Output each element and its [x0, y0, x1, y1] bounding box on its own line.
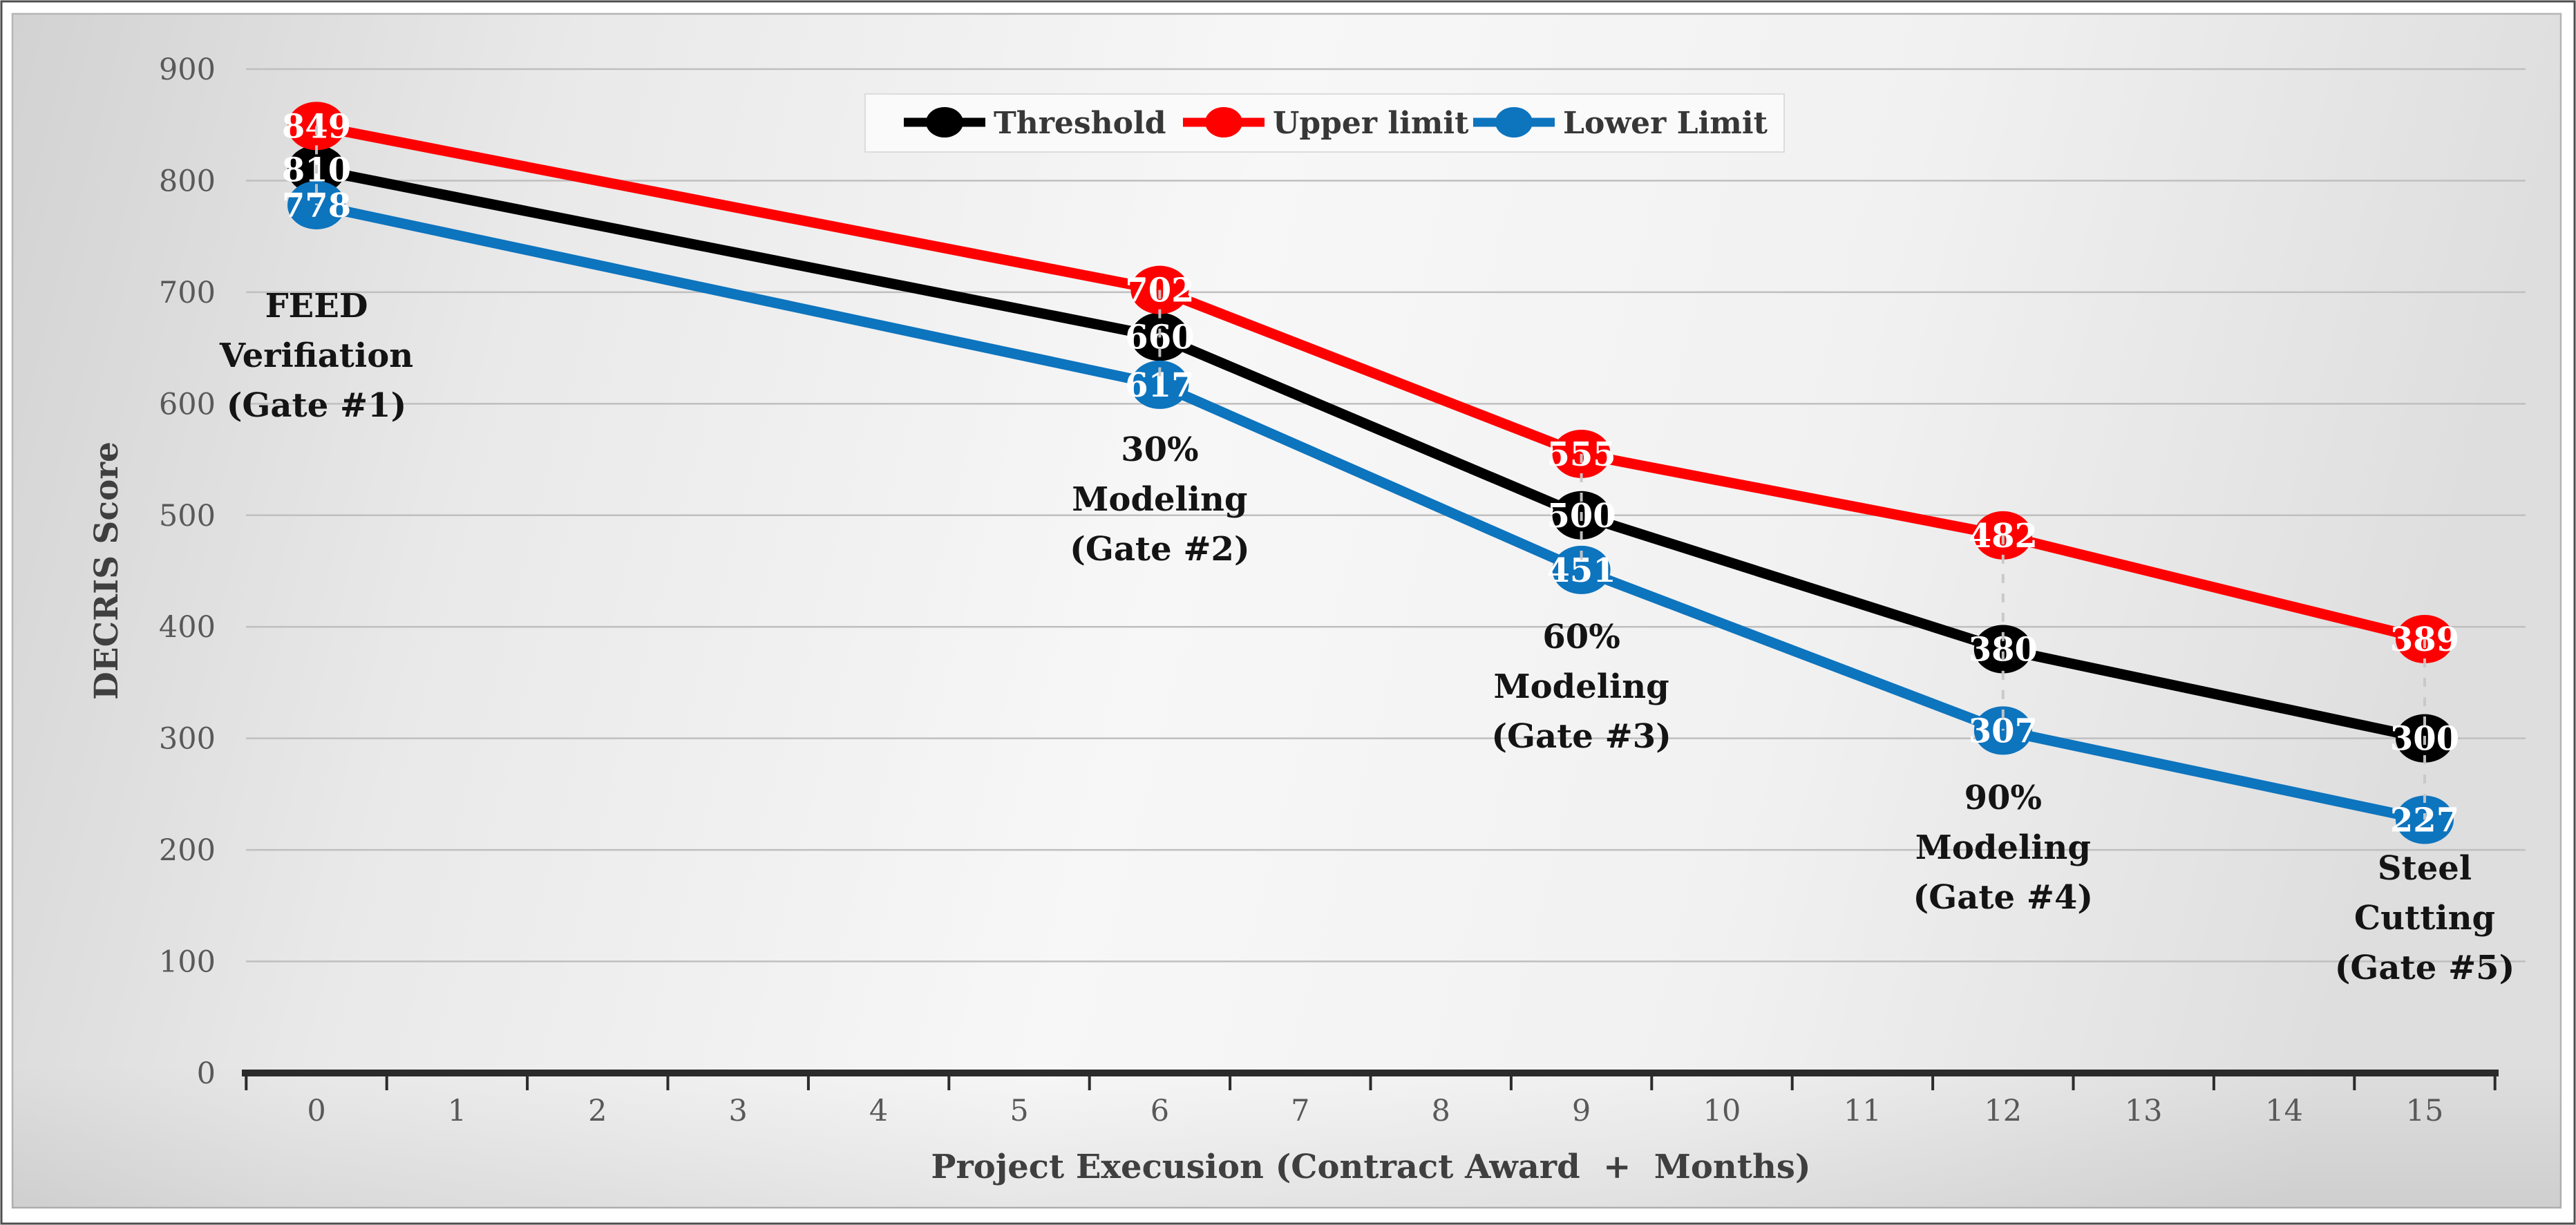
x-axis-labels: 0 1 2 3 4 5 6 7 8 9 10 11 12 13 14 15	[307, 1094, 2443, 1128]
x-tick-label: 5	[1010, 1094, 1028, 1128]
x-tick-label: 2	[588, 1094, 607, 1128]
legend-key-marker	[926, 107, 963, 137]
y-tick-label: 0	[197, 1056, 216, 1091]
legend: Threshold Upper limit Lower Limit	[864, 93, 1785, 153]
gridlines	[246, 68, 2526, 962]
gate-annotation-line: 60%	[1542, 618, 1620, 656]
data-value-label: 227	[2390, 801, 2459, 840]
gate-annotation-line: Modeling	[1072, 480, 1247, 519]
x-tick-label: 7	[1291, 1094, 1309, 1128]
gate-annotation-line: Modeling	[1915, 828, 2091, 867]
gate-annotation-line: 30%	[1121, 430, 1198, 469]
x-tick-label: 15	[2406, 1094, 2444, 1128]
x-axis	[242, 1070, 2499, 1090]
y-tick-label: 500	[159, 499, 216, 533]
y-axis-title: DECRIS Score	[88, 441, 126, 700]
gate-annotation-line: Steel	[2378, 849, 2472, 888]
legend-item-label: Lower Limit	[1563, 106, 1768, 141]
x-tick-label: 3	[729, 1094, 748, 1128]
gate-annotations: FEED Verifiation (Gate #1) 30% Modeling (Gate…	[219, 287, 2515, 987]
gate-connector-lines	[315, 126, 2426, 820]
x-tick-label: 1	[448, 1094, 466, 1128]
x-tick-label: 9	[1572, 1094, 1591, 1128]
gate-annotation-line: 90%	[1964, 779, 2042, 817]
y-tick-label: 600	[159, 387, 216, 421]
gate-annotation-line: (Gate #2)	[1070, 530, 1250, 569]
x-tick-label: 10	[1703, 1094, 1741, 1128]
y-tick-label: 900	[159, 53, 216, 87]
y-tick-label: 800	[159, 164, 216, 198]
legend-box	[864, 93, 1785, 153]
gate-annotation-line: FEED	[265, 287, 368, 325]
legend-item-label: Upper limit	[1273, 106, 1469, 141]
gate-annotation-line: (Gate #4)	[1913, 878, 2094, 917]
y-tick-label: 700	[159, 276, 216, 310]
legend-item-label: Threshold	[994, 106, 1166, 141]
gate-annotation-line: Cutting	[2354, 899, 2495, 938]
data-marker	[1552, 545, 1611, 594]
plot-panel-shading	[12, 14, 2561, 1208]
x-tick-label: 12	[1984, 1094, 2022, 1128]
x-tick-label: 0	[307, 1094, 325, 1128]
x-tick-label: 11	[1844, 1094, 1882, 1128]
x-tick-label: 14	[2265, 1094, 2303, 1128]
y-axis-labels: 0 100 200 300 400 500 600 700 800 900	[159, 53, 216, 1091]
gate-annotation-line: Modeling	[1494, 667, 1669, 706]
x-tick-label: 13	[2125, 1094, 2163, 1128]
data-series	[287, 102, 2454, 844]
x-tick-label: 4	[869, 1094, 888, 1128]
x-tick-label: 8	[1432, 1094, 1450, 1128]
gate-annotation-line: (Gate #1)	[227, 386, 407, 425]
gate-annotation-line: Verifiation	[219, 336, 413, 375]
gate-annotation-line: (Gate #3)	[1491, 717, 1671, 756]
y-tick-label: 200	[159, 833, 216, 868]
y-tick-label: 100	[159, 945, 216, 980]
data-marker	[1973, 625, 2032, 674]
x-axis-title: Project Execusion (Contract Award + Mont…	[931, 1148, 1810, 1186]
y-tick-label: 300	[159, 722, 216, 757]
gate-annotation-line: (Gate #5)	[2335, 949, 2515, 987]
data-marker	[1130, 360, 1189, 409]
y-tick-label: 400	[159, 610, 216, 645]
x-tick-label: 6	[1150, 1094, 1169, 1128]
legend-key-marker	[1205, 107, 1242, 137]
legend-key-marker	[1495, 107, 1533, 137]
